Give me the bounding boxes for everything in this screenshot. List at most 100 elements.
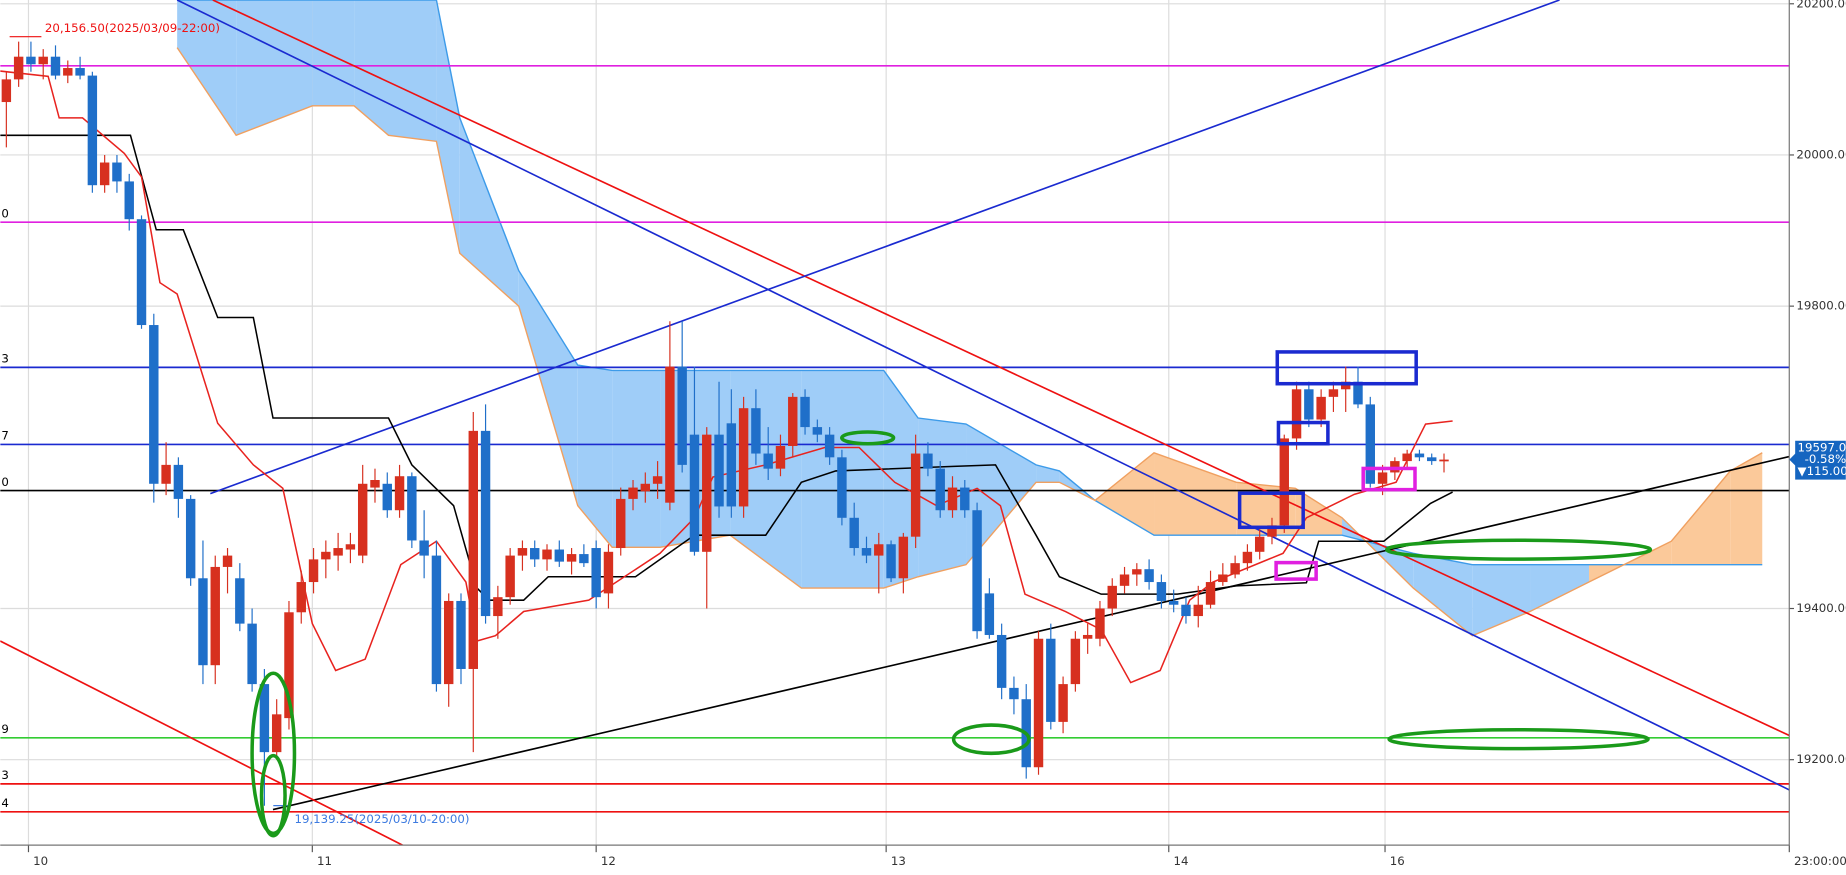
candle-body bbox=[542, 549, 552, 560]
level-label: 3 bbox=[1, 768, 9, 782]
candle-body bbox=[357, 483, 368, 556]
box bbox=[1361, 466, 1417, 492]
price-label: 19597.00 bbox=[1798, 440, 1846, 454]
candle-body bbox=[1230, 563, 1240, 575]
candle-body bbox=[136, 219, 147, 326]
candle-body bbox=[1304, 389, 1314, 420]
ellipse bbox=[1387, 727, 1650, 751]
y-tick-label: 19400.00 bbox=[1796, 601, 1846, 615]
cloud-segment bbox=[1730, 452, 1763, 565]
candle-body bbox=[1267, 525, 1277, 537]
candle-body bbox=[222, 555, 233, 567]
candle-body bbox=[1242, 551, 1253, 564]
candle-body bbox=[763, 453, 773, 469]
candle-body bbox=[1107, 585, 1117, 609]
candle-body bbox=[296, 582, 306, 613]
candle-body bbox=[112, 162, 122, 182]
candle-body bbox=[960, 487, 970, 511]
candle-body bbox=[235, 578, 245, 624]
candle-body bbox=[1402, 453, 1412, 462]
candle-body bbox=[480, 430, 491, 617]
candle-body bbox=[333, 548, 343, 556]
trend-line bbox=[0, 640, 405, 846]
candle-body bbox=[1205, 582, 1216, 605]
candle-body bbox=[87, 75, 98, 186]
candle-body bbox=[1082, 634, 1093, 639]
candle-body bbox=[898, 536, 909, 579]
price-change: -0.58% bbox=[1805, 452, 1846, 466]
candle-body bbox=[431, 555, 442, 685]
trend-line bbox=[272, 455, 1790, 811]
cloud-segment bbox=[312, 0, 355, 106]
candle-body bbox=[1279, 438, 1289, 526]
candle-body bbox=[1132, 569, 1142, 575]
candle-body bbox=[775, 445, 786, 469]
candle-body bbox=[38, 56, 48, 65]
candle-body bbox=[1181, 604, 1191, 617]
candle-body bbox=[665, 366, 675, 503]
annotation-label: 20,156.50(2025/03/09-22:00) bbox=[45, 21, 220, 35]
candle-body bbox=[1414, 453, 1425, 458]
cloud-segment bbox=[966, 424, 1037, 565]
candle-body bbox=[345, 544, 356, 550]
box bbox=[1274, 560, 1318, 581]
candle-body bbox=[1119, 574, 1130, 586]
candle-body bbox=[1095, 608, 1105, 639]
candle-body bbox=[591, 548, 601, 598]
candle-body bbox=[837, 457, 847, 518]
candle-body bbox=[247, 623, 257, 685]
x-tick-label: 14 bbox=[1173, 854, 1188, 868]
ellipse bbox=[951, 723, 1031, 756]
ellipse bbox=[1384, 538, 1653, 561]
candle-body bbox=[13, 56, 24, 80]
candle-body bbox=[1291, 389, 1302, 439]
candle-body bbox=[947, 487, 958, 511]
candle-body bbox=[800, 396, 810, 428]
candle-body bbox=[1144, 569, 1154, 583]
cloud-segment bbox=[518, 270, 578, 506]
candle-body bbox=[603, 551, 614, 594]
candle-body bbox=[493, 597, 503, 617]
candle-body bbox=[50, 56, 61, 76]
candle-body bbox=[321, 551, 331, 560]
cloud-segment bbox=[236, 0, 313, 136]
candle-body bbox=[1439, 459, 1449, 462]
candle-body bbox=[419, 540, 429, 556]
candle-body bbox=[444, 600, 454, 685]
cloud-segment bbox=[354, 0, 389, 136]
candle-body bbox=[517, 548, 528, 556]
ellipse bbox=[259, 753, 287, 838]
candle-body bbox=[1427, 457, 1437, 462]
candle-body bbox=[456, 600, 466, 669]
level-label: 4 bbox=[1, 796, 9, 810]
candle-body bbox=[394, 476, 405, 511]
drawings bbox=[250, 350, 1653, 838]
candle-body bbox=[702, 434, 712, 552]
y-tick-label: 19800.00 bbox=[1796, 299, 1846, 313]
price-box bbox=[1795, 440, 1846, 480]
candle-body bbox=[1377, 472, 1388, 484]
candle-body bbox=[1328, 389, 1339, 397]
cloud-segment bbox=[1413, 553, 1473, 636]
candle-body bbox=[1340, 381, 1351, 390]
candle-body bbox=[628, 487, 638, 499]
candle-body bbox=[284, 612, 294, 719]
candle-body bbox=[910, 453, 921, 537]
candle-body bbox=[173, 464, 184, 499]
candle-body bbox=[984, 593, 995, 635]
candle-body bbox=[530, 548, 540, 560]
cloud-segment bbox=[1671, 470, 1731, 565]
candle-body bbox=[505, 555, 515, 598]
cloud-span-a bbox=[177, 0, 1763, 566]
candle-body bbox=[1316, 396, 1326, 420]
candle-body bbox=[99, 162, 110, 186]
candle-body bbox=[75, 68, 85, 76]
box bbox=[1237, 491, 1305, 530]
candle-body bbox=[1353, 381, 1363, 405]
cloud-segment bbox=[1530, 564, 1590, 612]
candle-body bbox=[788, 396, 798, 446]
candle-body bbox=[1058, 684, 1068, 722]
candle-body bbox=[124, 181, 134, 220]
x-tick-label: 16 bbox=[1390, 854, 1405, 868]
x-tick-label: 23:00:00 bbox=[1794, 854, 1846, 868]
